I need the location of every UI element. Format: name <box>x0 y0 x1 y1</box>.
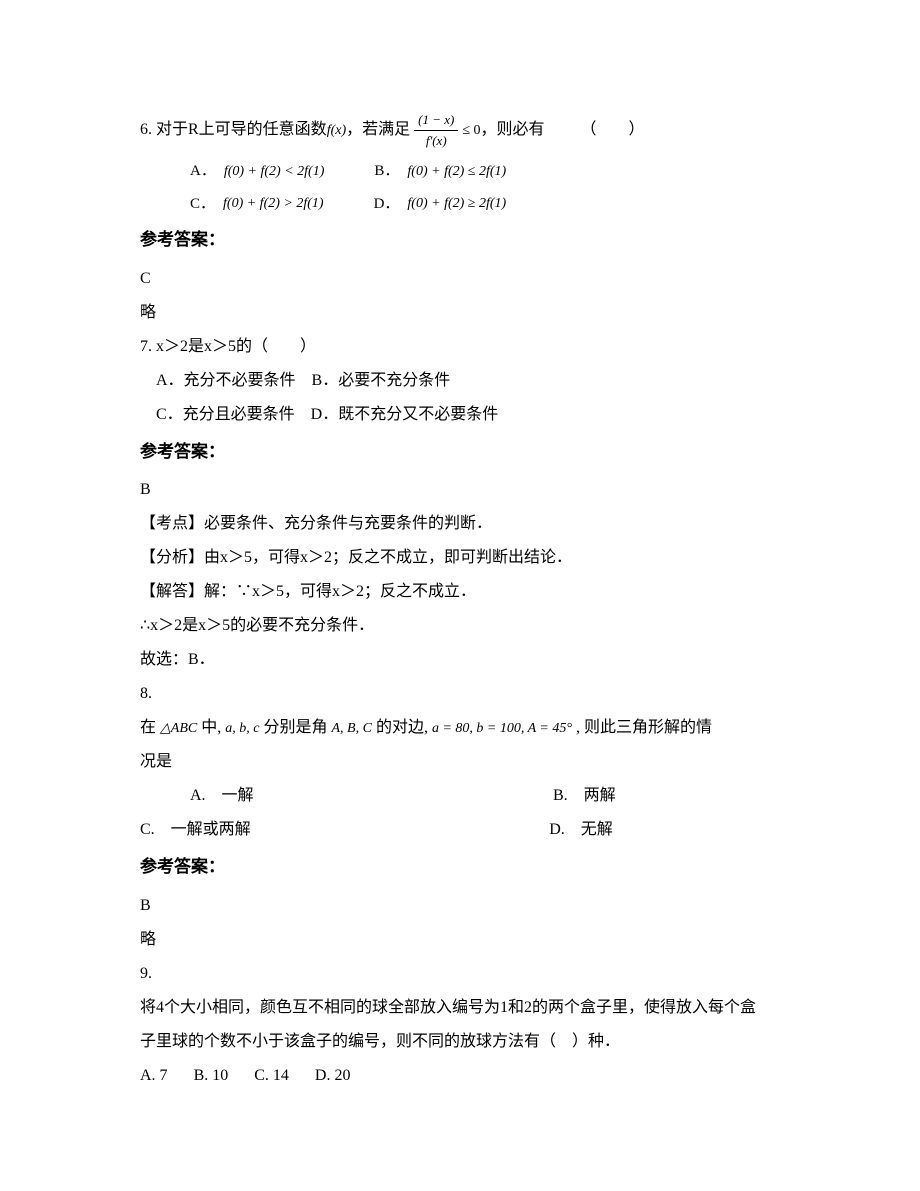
q6-opt-b-label: B． <box>374 160 399 183</box>
q8-stem-line2: 况是 <box>140 750 800 774</box>
q6-mid1: ，若满足 <box>346 118 410 142</box>
q6-options-row2: C． f(0) + f(2) > 2f(1) D． f(0) + f(2) ≥ … <box>190 193 800 216</box>
q8-opt-b: B. 两解 <box>553 784 751 808</box>
q9-line1: 将4个大小相同，颜色互不相同的球全部放入编号为1和2的两个盒子里，使得放入每个盒 <box>140 996 800 1020</box>
q6-opt-a-label: A． <box>190 160 216 183</box>
q8-ABC: A, B, C <box>331 721 371 736</box>
q9-opt-a: A. 7 <box>140 1064 168 1088</box>
q6-prefix: 6. 对于R上可导的任意函数 <box>140 118 327 142</box>
q7-solve: 【解答】解：∵x＞5，可得x＞2；反之不成立． <box>140 580 800 604</box>
q8-answer: B <box>140 894 800 918</box>
q9-line2: 子里球的个数不小于该盒子的编号，则不同的放球方法有（ ）种． <box>140 1030 800 1054</box>
q8-tri: △ABC <box>160 721 197 736</box>
q8-num: 8. <box>140 682 800 706</box>
q7-choose: 故选：B． <box>140 648 800 672</box>
q8-answer-heading: 参考答案： <box>140 854 800 880</box>
q7-opts-line1: A．充分不必要条件 B．必要不充分条件 <box>140 369 800 393</box>
q6-answer: C <box>140 267 800 291</box>
q8-opt-c: C. 一解或两解 <box>140 818 549 842</box>
q8-p1: 在 <box>140 719 156 736</box>
q7-answer-heading: 参考答案： <box>140 439 800 465</box>
q6-frac-den: f'(x) <box>414 131 458 151</box>
q8-p5: , 则此三角形解的情 <box>576 719 712 736</box>
q6-fn: f(x) <box>327 120 346 141</box>
q6-stem: 6. 对于R上可导的任意函数 f(x) ，若满足 (1 − x) f'(x) ≤… <box>140 110 800 150</box>
q9-opt-c: C. 14 <box>254 1064 289 1088</box>
q6-opt-c-math: f(0) + f(2) > 2f(1) <box>223 193 324 214</box>
q8-stem-line1: 在 △ABC 中, a, b, c 分别是角 A, B, C 的对边, a = … <box>140 716 800 740</box>
q6-opt-a-math: f(0) + f(2) < 2f(1) <box>224 161 325 182</box>
q8-opt-a: A. 一解 <box>190 784 553 808</box>
q9-opt-d: D. 20 <box>315 1064 351 1088</box>
q9-options: A. 7 B. 10 C. 14 D. 20 <box>140 1064 800 1088</box>
q6-ineq: ≤ 0 <box>462 120 480 141</box>
q6-option-c: C． f(0) + f(2) > 2f(1) <box>190 193 324 216</box>
q6-opt-d-math: f(0) + f(2) ≥ 2f(1) <box>407 193 506 214</box>
q6-options-row1: A． f(0) + f(2) < 2f(1) B． f(0) + f(2) ≤ … <box>190 160 800 183</box>
q6-note: 略 <box>140 301 800 325</box>
q7-opts-line2: C．充分且必要条件 D．既不充分又不必要条件 <box>140 403 800 427</box>
q6-opt-b-math: f(0) + f(2) ≤ 2f(1) <box>407 161 506 182</box>
q7-point: 【考点】必要条件、充分条件与充要条件的判断． <box>140 512 800 536</box>
q6-fraction: (1 − x) f'(x) <box>414 110 458 150</box>
q6-paren: （ ） <box>581 118 645 142</box>
q6-frac-num: (1 − x) <box>414 110 458 131</box>
q9-opt-b: B. 10 <box>194 1064 229 1088</box>
q7-stem: 7. x＞2是x＞5的（ ） <box>140 335 800 359</box>
q6-option-d: D． f(0) + f(2) ≥ 2f(1) <box>374 193 507 216</box>
q7-analysis: 【分析】由x＞5，可得x＞2；反之不成立，即可判断出结论． <box>140 546 800 570</box>
q6-option-b: B． f(0) + f(2) ≤ 2f(1) <box>374 160 506 183</box>
q7-conc: ∴x＞2是x＞5的必要不充分条件． <box>140 614 800 638</box>
q8-note: 略 <box>140 928 800 952</box>
q6-option-a: A． f(0) + f(2) < 2f(1) <box>190 160 324 183</box>
q8-options: A. 一解 B. 两解 C. 一解或两解 D. 无解 <box>140 784 800 842</box>
q8-vals: a = 80, b = 100, A = 45° <box>432 721 572 736</box>
q6-answer-heading: 参考答案： <box>140 227 800 253</box>
q8-abc: a, b, c <box>225 721 259 736</box>
q6-opt-d-label: D． <box>374 193 400 216</box>
q8-p4: 的对边, <box>376 719 428 736</box>
q8-p2: 中, <box>201 719 221 736</box>
q7-answer: B <box>140 478 800 502</box>
q6-mid2: ，则必有 <box>481 118 545 142</box>
q8-opt-d: D. 无解 <box>549 818 747 842</box>
q9-num: 9. <box>140 962 800 986</box>
q8-p3: 分别是角 <box>263 719 327 736</box>
q6-opt-c-label: C． <box>190 193 215 216</box>
